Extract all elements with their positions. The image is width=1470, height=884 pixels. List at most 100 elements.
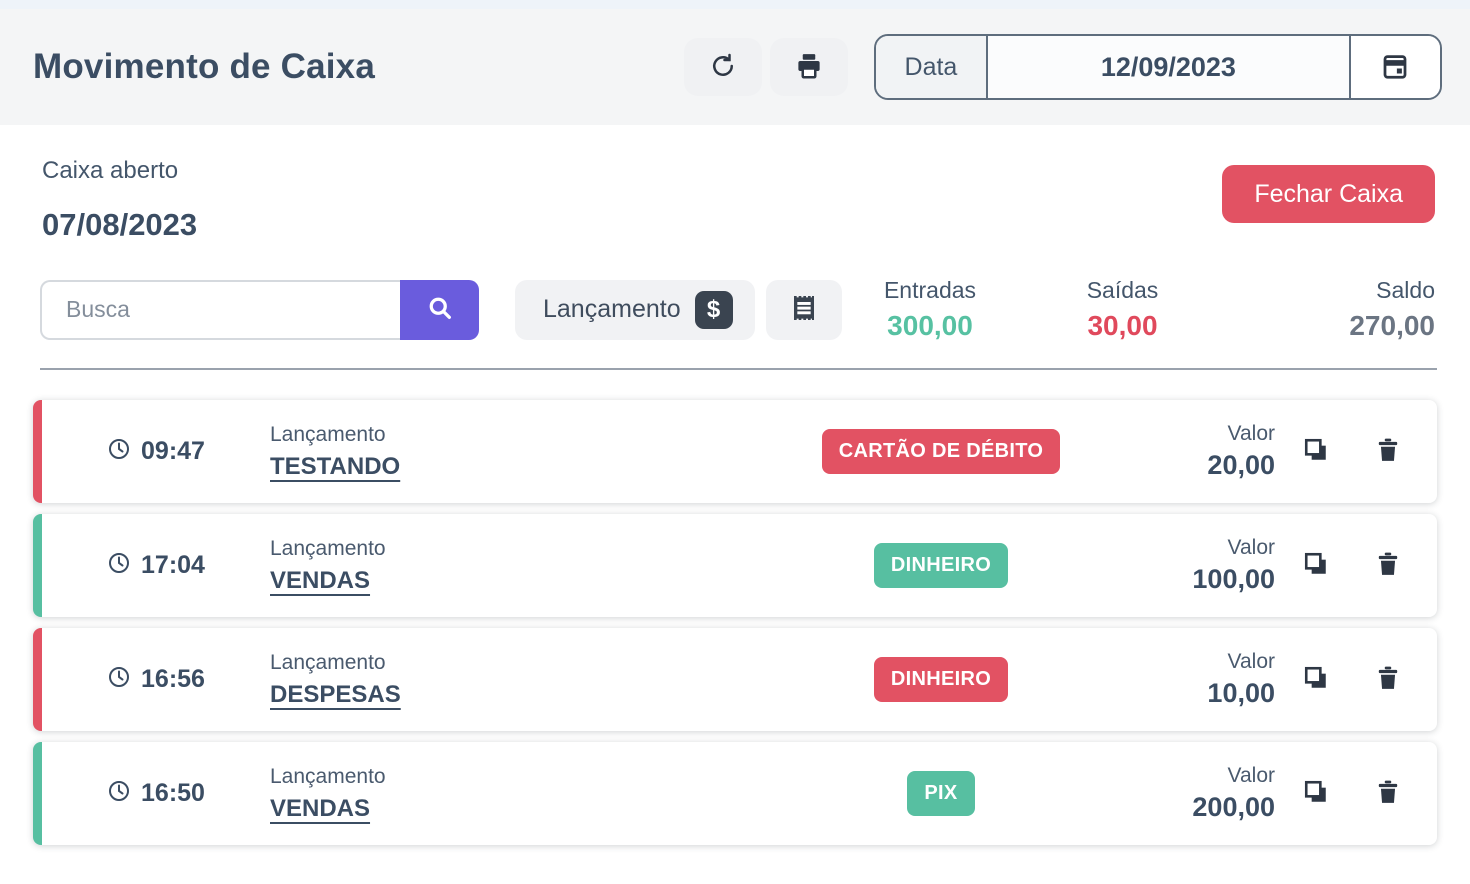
valor-label: Valor: [1227, 650, 1275, 673]
entry-valor-block: Valor 20,00: [1150, 422, 1275, 481]
delete-entry-button[interactable]: [1375, 437, 1401, 466]
entry-name-block: Lançamento VENDAS: [270, 765, 732, 823]
duplicate-entry-button[interactable]: [1303, 665, 1329, 694]
copy-icon: [1303, 665, 1329, 694]
header-actions: Data: [684, 34, 1442, 100]
new-entry-button[interactable]: Lançamento $: [515, 279, 755, 340]
valor-label: Valor: [1227, 422, 1275, 445]
entry-time-block: 09:47: [42, 437, 270, 466]
payment-badge: PIX: [907, 771, 975, 816]
entry-row[interactable]: 17:04 Lançamento VENDAS DINHEIRO Valor 1…: [33, 514, 1437, 617]
delete-entry-button[interactable]: [1375, 665, 1401, 694]
calendar-button[interactable]: [1348, 36, 1440, 98]
cashbox-info: Caixa aberto 07/08/2023: [42, 157, 197, 243]
search-icon: [426, 294, 454, 325]
saidas-value: 30,00: [1087, 310, 1158, 341]
close-cashbox-button[interactable]: Fechar Caixa: [1222, 165, 1435, 223]
printer-icon: [794, 51, 824, 84]
refresh-icon: [708, 51, 738, 84]
trash-icon: [1375, 779, 1401, 808]
entry-time: 09:47: [141, 437, 205, 465]
entry-name-block: Lançamento VENDAS: [270, 537, 732, 595]
page-title: Movimento de Caixa: [33, 47, 376, 86]
entry-name-block: Lançamento TESTANDO: [270, 423, 732, 481]
duplicate-entry-button[interactable]: [1303, 437, 1329, 466]
delete-entry-button[interactable]: [1375, 551, 1401, 580]
entry-value: 20,00: [1207, 450, 1275, 480]
cashbox-status: Caixa aberto: [42, 157, 179, 184]
copy-icon: [1303, 437, 1329, 466]
entry-name-block: Lançamento DESPESAS: [270, 651, 732, 709]
copy-icon: [1303, 779, 1329, 808]
cashbox-open-date: 07/08/2023: [42, 207, 198, 242]
date-filter-group: Data: [874, 34, 1442, 100]
entry-row[interactable]: 09:47 Lançamento TESTANDO CARTÃO DE DÉBI…: [33, 400, 1437, 503]
entry-row[interactable]: 16:50 Lançamento VENDAS PIX Valor 200,00: [33, 742, 1437, 845]
duplicate-entry-button[interactable]: [1303, 779, 1329, 808]
delete-entry-button[interactable]: [1375, 779, 1401, 808]
entradas-value: 300,00: [887, 310, 973, 341]
search-button[interactable]: [400, 279, 479, 340]
page-header: Movimento de Caixa Data: [0, 9, 1470, 125]
receipt-button[interactable]: [765, 279, 842, 340]
trash-icon: [1375, 665, 1401, 694]
stat-saldo: Saldo 270,00: [1230, 277, 1435, 342]
search-input[interactable]: [40, 279, 400, 340]
entry-valor-block: Valor 100,00: [1150, 536, 1275, 595]
valor-label: Valor: [1227, 536, 1275, 559]
search-group: [40, 279, 479, 340]
saldo-label: Saldo: [1376, 277, 1435, 303]
saidas-label: Saídas: [1086, 277, 1159, 303]
entry-name-link[interactable]: VENDAS: [270, 566, 371, 594]
trash-icon: [1375, 437, 1401, 466]
entry-name-link[interactable]: DESPESAS: [270, 680, 401, 708]
entry-badge-block: DINHEIRO: [732, 657, 1150, 702]
entry-time-block: 16:50: [42, 779, 270, 808]
entry-label: Lançamento: [270, 422, 386, 446]
stat-entradas: Entradas 300,00: [845, 277, 1015, 342]
entry-valor-block: Valor 10,00: [1150, 650, 1275, 709]
entry-value: 100,00: [1192, 564, 1275, 594]
entry-name-link[interactable]: VENDAS: [270, 794, 371, 822]
print-button[interactable]: [770, 38, 848, 96]
entry-time: 16:56: [141, 665, 205, 693]
entry-time: 17:04: [141, 551, 205, 579]
entry-valor-block: Valor 200,00: [1150, 764, 1275, 823]
entry-label: Lançamento: [270, 536, 386, 560]
dollar-icon: $: [694, 290, 733, 329]
clock-icon: [107, 551, 131, 580]
divider: [40, 368, 1437, 370]
entry-label: Lançamento: [270, 764, 386, 788]
duplicate-entry-button[interactable]: [1303, 551, 1329, 580]
entry-row[interactable]: 16:56 Lançamento DESPESAS DINHEIRO Valor…: [33, 628, 1437, 731]
date-label: Data: [876, 36, 988, 98]
top-strip: [0, 0, 1470, 9]
toolbar: Lançamento $ Entradas 300,00 Saídas 30,0…: [0, 277, 1470, 342]
trash-icon: [1375, 551, 1401, 580]
entry-label: Lançamento: [270, 650, 386, 674]
entry-badge-block: DINHEIRO: [732, 543, 1150, 588]
stat-saidas: Saídas 30,00: [1015, 277, 1230, 342]
payment-badge: CARTÃO DE DÉBITO: [821, 429, 1061, 474]
copy-icon: [1303, 551, 1329, 580]
entry-list: 09:47 Lançamento TESTANDO CARTÃO DE DÉBI…: [0, 400, 1470, 845]
entry-value: 200,00: [1192, 792, 1275, 822]
summary-stats: Entradas 300,00 Saídas 30,00 Saldo 270,0…: [845, 277, 1435, 342]
clock-icon: [107, 437, 131, 466]
cashbox-section: Caixa aberto 07/08/2023 Fechar Caixa: [0, 125, 1470, 243]
valor-label: Valor: [1227, 764, 1275, 787]
entry-value: 10,00: [1207, 678, 1275, 708]
entry-badge-block: PIX: [732, 771, 1150, 816]
date-input[interactable]: [987, 36, 1349, 98]
clock-icon: [107, 779, 131, 808]
clock-icon: [107, 665, 131, 694]
entry-time: 16:50: [141, 779, 205, 807]
calendar-icon: [1380, 51, 1410, 84]
payment-badge: DINHEIRO: [873, 543, 1009, 588]
saldo-value: 270,00: [1349, 310, 1435, 341]
entry-time-block: 16:56: [42, 665, 270, 694]
new-entry-label: Lançamento: [543, 295, 681, 323]
refresh-button[interactable]: [684, 38, 762, 96]
entradas-label: Entradas: [883, 277, 977, 303]
entry-name-link[interactable]: TESTANDO: [270, 452, 401, 480]
